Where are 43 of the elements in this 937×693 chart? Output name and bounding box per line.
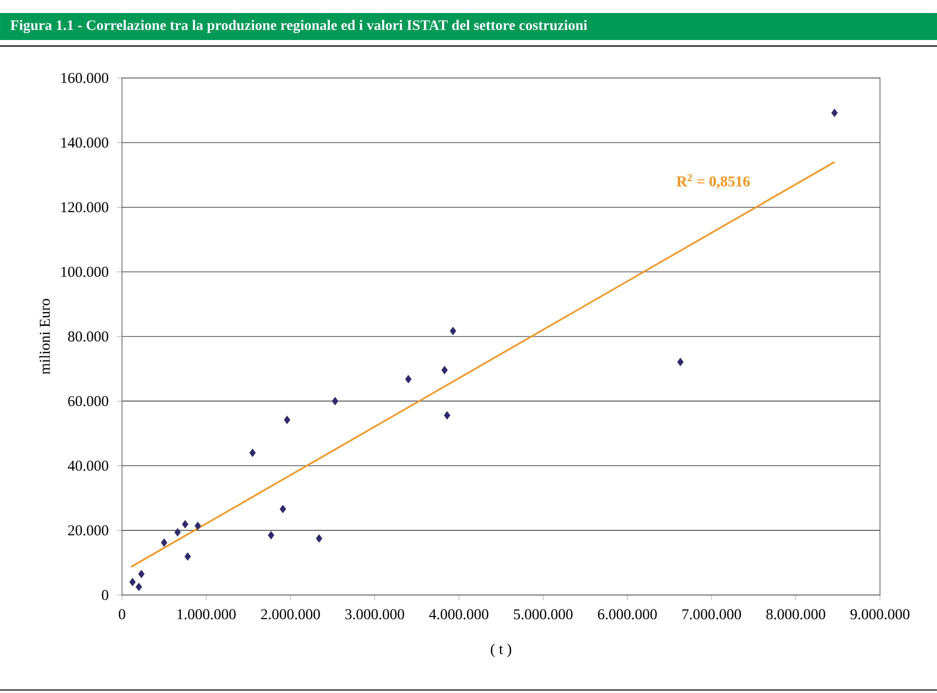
annotation: R$^{2}$ = 0,8516 xyxy=(676,174,750,189)
x-tick-label: 3.000.000 xyxy=(345,609,404,620)
point xyxy=(249,448,256,458)
x-tick-label: 4.000.000 xyxy=(429,609,488,620)
point xyxy=(136,582,142,592)
point xyxy=(160,538,168,547)
chart-title: Figura 1.1 - Correlazione tra la produzione regionale ed i valori ISTAT del settore costruzioni xyxy=(10,20,588,34)
point xyxy=(677,358,684,366)
y-tick-label: 0 xyxy=(102,590,108,600)
x-tick-label: 6.000.000 xyxy=(598,609,657,620)
y-tick-label: 140.000 xyxy=(61,138,108,148)
y-tick-label: 160.000 xyxy=(61,72,108,84)
y-tick-label: 60.000 xyxy=(68,396,108,406)
x-tick-label: 9.000.000 xyxy=(850,609,910,620)
point xyxy=(284,416,290,424)
x-tick-label: 1.000.000 xyxy=(178,609,236,620)
y-tick-label: 20.000 xyxy=(68,525,108,536)
point xyxy=(194,522,202,530)
point xyxy=(182,520,188,528)
point xyxy=(441,366,448,374)
y-tick-label: 40.000 xyxy=(68,460,108,471)
point xyxy=(444,411,450,420)
point xyxy=(316,534,322,543)
point xyxy=(138,570,145,578)
point xyxy=(268,531,274,540)
y-tick-label: 80.000 xyxy=(68,331,108,342)
point xyxy=(280,504,286,514)
x-tick-label: 7.000.000 xyxy=(682,609,741,620)
y-tick-label: 100.000 xyxy=(61,266,108,277)
point xyxy=(450,326,456,336)
x-tick-label: 5.000.000 xyxy=(514,609,573,620)
x-tick-label: 0 xyxy=(118,609,126,620)
point xyxy=(174,528,181,536)
point xyxy=(831,108,838,118)
point xyxy=(405,374,412,384)
point xyxy=(332,396,338,406)
y-axis-title: milioni Euro xyxy=(39,298,50,374)
x-axis-title: ( t ) xyxy=(490,644,512,658)
point xyxy=(129,578,136,586)
y-tick-label: 120.000 xyxy=(61,202,108,212)
point xyxy=(184,552,191,561)
x-tick-label: 2.000.000 xyxy=(261,609,320,620)
x-tick-label: 8.000.000 xyxy=(766,609,826,620)
